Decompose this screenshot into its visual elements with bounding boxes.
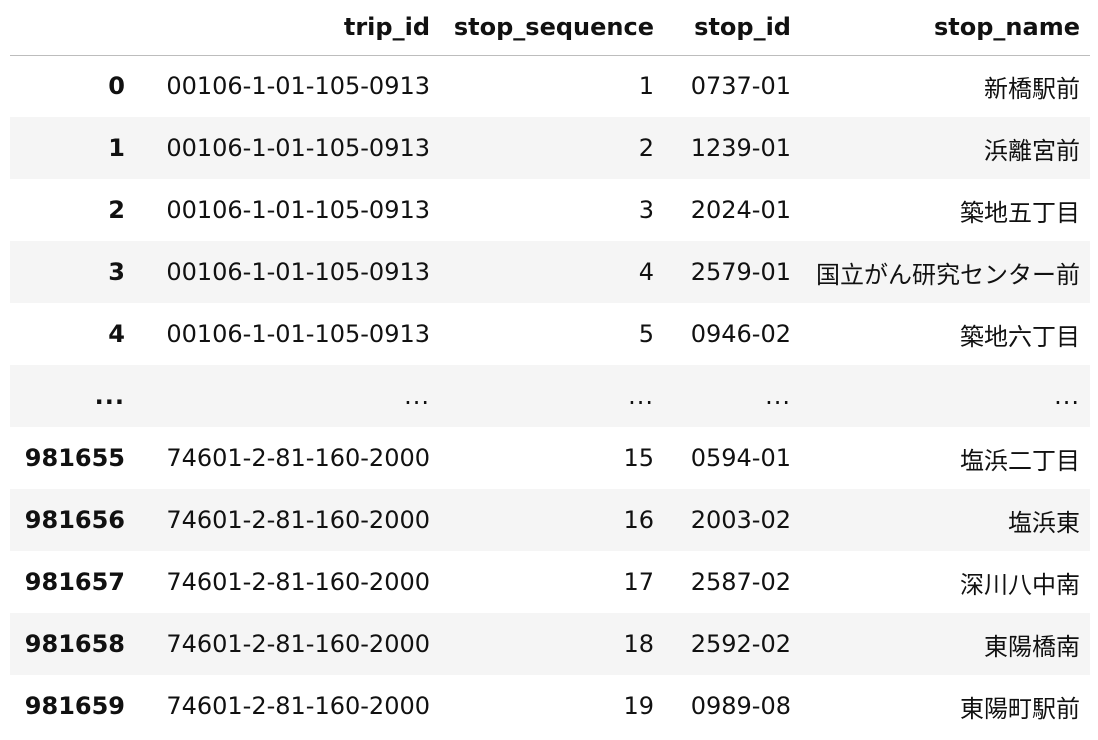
header-row: trip_id stop_sequence stop_id stop_name — [10, 0, 1090, 56]
table-row: 1 00106-1-01-105-0913 2 1239-01 浜離宮前 — [10, 117, 1090, 179]
table-row: 2 00106-1-01-105-0913 3 2024-01 築地五丁目 — [10, 179, 1090, 241]
table-row: 0 00106-1-01-105-0913 1 0737-01 新橋駅前 — [10, 55, 1090, 117]
dataframe-table: trip_id stop_sequence stop_id stop_name … — [10, 0, 1090, 737]
table-row: 981659 74601-2-81-160-2000 19 0989-08 東陽… — [10, 675, 1090, 737]
table-row: 981658 74601-2-81-160-2000 18 2592-02 東陽… — [10, 613, 1090, 675]
cell-stop-name: 深川八中南 — [960, 570, 1080, 599]
cell-trip-id: 00106-1-01-105-0913 — [166, 320, 430, 348]
cell-stop-name: 新橋駅前 — [984, 74, 1080, 103]
index-header — [10, 0, 135, 56]
cell-stop-sequence: 15 — [623, 444, 654, 472]
cell-stop-name: 築地六丁目 — [960, 322, 1080, 351]
cell-stop-sequence: ... — [628, 382, 654, 410]
ellipsis-row: ... ... ... ... ... — [10, 365, 1090, 427]
table-body: 0 00106-1-01-105-0913 1 0737-01 新橋駅前 1 0… — [10, 55, 1090, 737]
cell-stop-id: 0737-01 — [690, 72, 791, 101]
cell-trip-id: 74601-2-81-160-2000 — [166, 692, 430, 720]
column-header-trip-id: trip_id — [135, 0, 440, 56]
cell-trip-id: 00106-1-01-105-0913 — [166, 258, 430, 286]
cell-stop-id: ... — [765, 382, 791, 410]
row-index: 981658 — [24, 630, 125, 658]
cell-trip-id: 74601-2-81-160-2000 — [166, 444, 430, 472]
cell-trip-id: 74601-2-81-160-2000 — [166, 506, 430, 534]
cell-stop-name: ... — [1054, 382, 1080, 410]
row-index: 981655 — [24, 444, 125, 472]
table-row: 981656 74601-2-81-160-2000 16 2003-02 塩浜… — [10, 489, 1090, 551]
cell-trip-id: 74601-2-81-160-2000 — [166, 568, 430, 596]
table-header: trip_id stop_sequence stop_id stop_name — [10, 0, 1090, 56]
cell-stop-id: 2003-02 — [690, 506, 791, 534]
cell-stop-sequence: 16 — [623, 506, 654, 534]
cell-stop-id: 1239-01 — [690, 134, 791, 162]
cell-stop-sequence: 17 — [623, 568, 654, 596]
row-index: 2 — [108, 196, 125, 224]
cell-stop-id: 2587-02 — [690, 568, 791, 596]
cell-stop-id: 0989-08 — [690, 692, 791, 720]
table-row: 981657 74601-2-81-160-2000 17 2587-02 深川… — [10, 551, 1090, 613]
cell-stop-sequence: 18 — [623, 630, 654, 658]
cell-stop-name: 国立がん研究センター前 — [816, 260, 1080, 289]
cell-stop-id: 2024-01 — [690, 196, 791, 224]
table-row: 4 00106-1-01-105-0913 5 0946-02 築地六丁目 — [10, 303, 1090, 365]
cell-stop-sequence: 4 — [638, 258, 654, 286]
table-row: 3 00106-1-01-105-0913 4 2579-01 国立がん研究セン… — [10, 241, 1090, 303]
cell-stop-name: 築地五丁目 — [960, 198, 1080, 227]
row-index: 3 — [108, 258, 125, 286]
row-index: 981657 — [24, 568, 125, 596]
cell-trip-id: 00106-1-01-105-0913 — [166, 134, 430, 162]
row-index: 981659 — [24, 692, 125, 720]
cell-stop-sequence: 5 — [638, 320, 654, 348]
row-index: ... — [94, 382, 125, 410]
cell-stop-id: 2579-01 — [690, 258, 791, 286]
column-header-stop-id: stop_id — [664, 0, 801, 56]
row-index: 4 — [108, 320, 125, 348]
row-index: 1 — [108, 134, 125, 162]
cell-stop-sequence: 2 — [638, 134, 654, 162]
row-index: 0 — [108, 72, 125, 101]
table-row: 981655 74601-2-81-160-2000 15 0594-01 塩浜… — [10, 427, 1090, 489]
cell-stop-sequence: 3 — [638, 196, 654, 224]
cell-stop-sequence: 19 — [623, 692, 654, 720]
cell-stop-name: 東陽町駅前 — [960, 694, 1080, 723]
column-header-stop-name: stop_name — [801, 0, 1090, 56]
cell-trip-id: 00106-1-01-105-0913 — [166, 196, 430, 224]
cell-stop-name: 東陽橋南 — [984, 632, 1080, 661]
cell-stop-sequence: 1 — [638, 72, 654, 101]
cell-trip-id: ... — [404, 382, 430, 410]
cell-stop-id: 0946-02 — [690, 320, 791, 348]
cell-stop-name: 塩浜東 — [1008, 508, 1080, 537]
cell-stop-name: 浜離宮前 — [984, 136, 1080, 165]
cell-stop-name: 塩浜二丁目 — [960, 446, 1080, 475]
cell-stop-id: 0594-01 — [690, 444, 791, 472]
cell-trip-id: 00106-1-01-105-0913 — [166, 72, 430, 101]
column-header-stop-sequence: stop_sequence — [440, 0, 664, 56]
cell-stop-id: 2592-02 — [690, 630, 791, 658]
cell-trip-id: 74601-2-81-160-2000 — [166, 630, 430, 658]
row-index: 981656 — [24, 506, 125, 534]
